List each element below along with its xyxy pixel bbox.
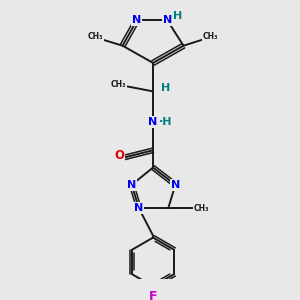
Text: N: N [148, 117, 158, 127]
Text: N: N [132, 15, 141, 25]
Text: H: H [173, 11, 182, 21]
Text: CH₃: CH₃ [87, 32, 103, 41]
Text: CH₃: CH₃ [111, 80, 126, 89]
Text: N: N [163, 15, 172, 25]
Text: F: F [149, 290, 157, 300]
Text: ·H: ·H [158, 117, 172, 127]
Text: CH₃: CH₃ [202, 32, 218, 41]
Text: H: H [160, 83, 170, 93]
Text: O: O [115, 149, 124, 162]
Text: N: N [134, 203, 143, 213]
Text: CH₃: CH₃ [194, 204, 209, 213]
Text: N: N [127, 180, 136, 190]
Text: N: N [171, 180, 180, 190]
